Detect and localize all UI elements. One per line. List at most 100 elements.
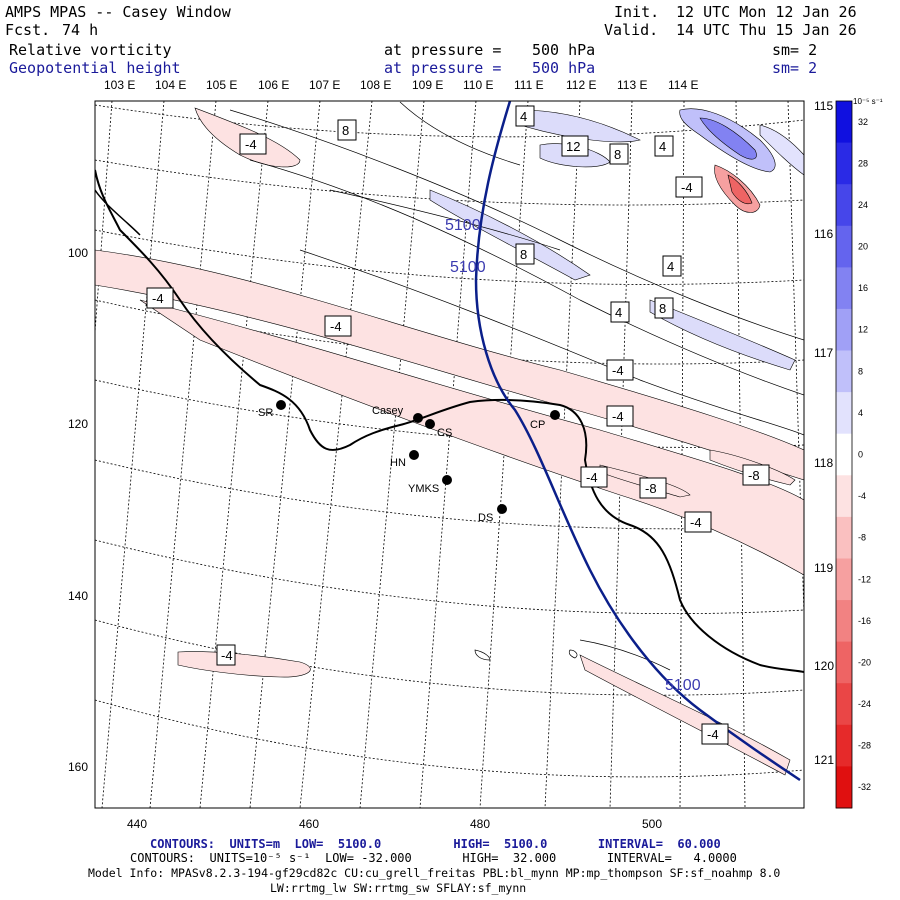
graticule [95,101,804,808]
lon-label-105: 105 E [206,78,237,92]
vort-label-19: -4 [690,515,702,530]
y-tick-160: 160 [68,760,88,774]
vort-label-7: -4 [681,180,693,195]
colorbar-label: 4 [858,408,863,418]
x-tick-480: 480 [470,817,490,831]
colorbar-units: 10⁻⁵ s⁻¹ [853,97,883,106]
x-tick-460: 460 [299,817,319,831]
station-dot-hn [409,450,419,460]
colorbar-label: -24 [858,699,871,709]
station-label-cp: CP [530,419,545,431]
station-dot-ymks [442,475,452,485]
pressure-value-2: 500 hPa [532,59,596,77]
station-dot-casey [413,413,423,423]
colorbar-cell [836,600,852,643]
lon-label-107: 107 E [309,78,340,92]
vort-label-box: -4 [606,359,634,381]
vort-label-12: -4 [330,319,342,334]
colorbar-cell [836,142,852,185]
colorbar-cell [836,724,852,767]
colorbar-label: 24 [858,200,868,210]
station-dot-sr [276,400,286,410]
colorbar-label: -20 [858,657,871,667]
colorbar-cell [836,433,852,476]
height-labels: 5100 5100 5100 [445,217,701,694]
vort-label-17: -8 [645,481,657,496]
vort-label-9: -4 [152,291,164,306]
colorbar-cell [836,683,852,726]
pressure-label-2: at pressure = [384,59,502,77]
lon-label-112: 112 E [566,78,596,92]
vort-label-11: 8 [659,301,666,316]
vorticity-contours [229,101,804,671]
height-label-3: 5100 [665,677,701,694]
x-tick-500: 500 [642,817,662,831]
colorbar-cell [836,225,852,268]
colorbar-cell [836,350,852,393]
colorbar-cell [836,184,852,227]
vort-label-box: -4 [701,723,729,745]
vort-label-1: -4 [245,137,257,152]
smoothing-2: sm= 2 [772,59,818,77]
lon-label-108: 108 E [360,78,391,92]
station-markers: SR Casey CS CP HN YMKS DS [258,400,560,524]
colorbar: 32 28 24 20 16 12 8 4 0 -4 -8 -12 -16 -20 -24 -28 -32 10… [835,97,883,809]
vort-label-box: 4 [654,135,674,157]
vort-label-box: 8 [337,119,357,141]
height-contour-5100 [474,101,801,782]
vort-label-14: -4 [612,363,624,378]
lon-label-109: 109 E [412,78,443,92]
station-label-ds: DS [478,512,493,524]
vort-label-10: 4 [667,259,674,274]
station-dot-cp [550,410,560,420]
height-label-2: 5100 [450,259,486,276]
vort-label-box: 4 [515,105,535,127]
vort-label-box: -4 [216,644,236,666]
height-label-1: 5100 [445,217,481,234]
vort-label-box: 8 [609,143,629,165]
colorbar-cell [836,308,852,351]
coastline-detail [95,189,141,236]
vort-label-4: 12 [566,139,580,154]
vort-label-box: -4 [239,133,267,155]
init-time: 12 UTC Mon 12 Jan 26 [676,3,857,21]
lon-label-113: 113 E [617,78,647,92]
vort-label-16: -4 [586,470,598,485]
vort-label-box: -4 [675,176,703,198]
y-tick-140: 140 [68,589,88,603]
colorbar-label: 32 [858,117,868,127]
lon-label-111: 111 E [514,78,544,92]
vort-label-3: 4 [520,109,527,124]
station-label-hn: HN [390,457,406,469]
lon-label-106: 106 E [258,78,289,92]
init-label: Init. [614,3,660,21]
vort-label-15: -4 [612,409,624,424]
valid-label: Valid. [604,21,659,39]
positive-vorticity-bands [429,109,796,371]
colorbar-cell [836,641,852,684]
vort-label-box: 12 [561,135,589,157]
colorbar-label: -28 [858,741,871,751]
footer-model-info: Model Info: MPASv8.2.3-194-gf29cd82c CU:… [88,866,781,880]
field-name-height: Geopotential height [9,59,181,77]
pressure-label-1: at pressure = [384,41,502,59]
plot-title: AMPS MPAS -- Casey Window [5,3,231,21]
colorbar-label: 8 [858,366,863,376]
lon-label-104: 104 E [155,78,186,92]
forecast-label: Fcst. [5,21,51,39]
colorbar-cell [836,101,852,144]
vort-label-13: 4 [615,305,622,320]
lon-label-110: 110 E [463,78,493,92]
station-label-ymks: YMKS [408,483,439,495]
vort-label-box: -4 [324,315,352,337]
station-dot-ds [497,504,507,514]
vort-label-box: -4 [146,287,174,309]
colorbar-cell [836,392,852,435]
vort-label-box: 4 [662,255,682,277]
vort-label-18: -8 [748,468,760,483]
colorbar-label: 20 [858,242,868,252]
coastline [95,169,804,673]
colorbar-cell [836,558,852,601]
footer-height-contours: CONTOURS: UNITS=m LOW= 5100.0 HIGH= 5100… [150,837,721,851]
